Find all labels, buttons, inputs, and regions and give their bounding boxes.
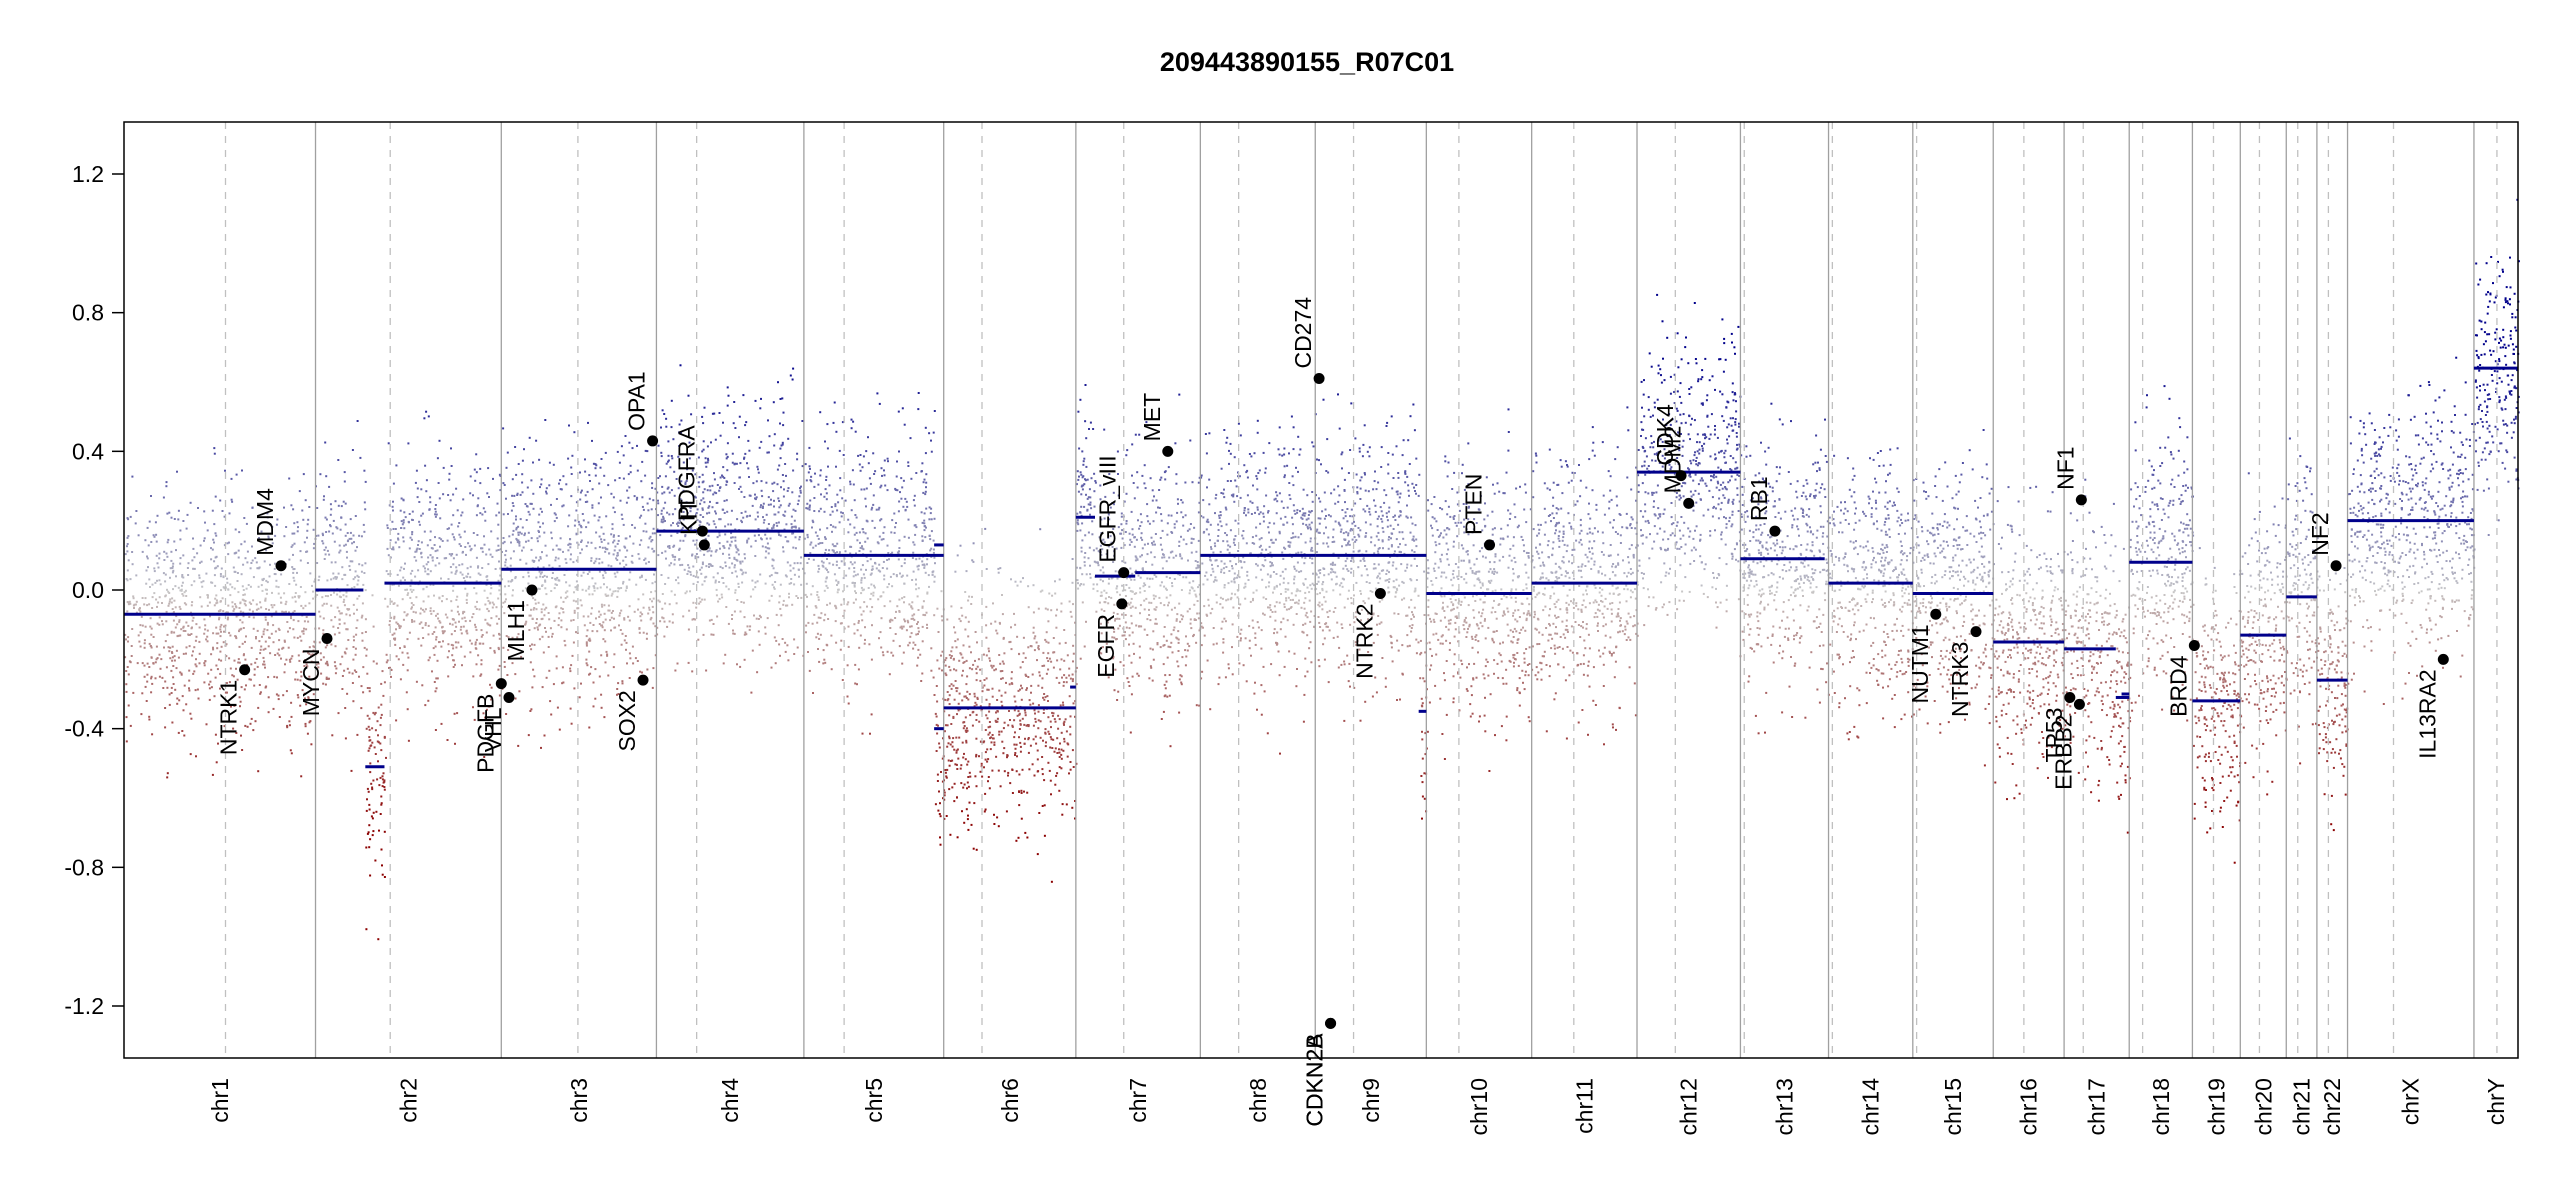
y-tick-label: 0.8 <box>72 300 104 326</box>
gene-point <box>1769 525 1781 537</box>
gene-point <box>1325 1017 1337 1029</box>
gene-label: TP53 <box>2041 707 2067 762</box>
gene-label: MLH1 <box>503 600 529 661</box>
x-tick-label: chrX <box>2398 1078 2424 1125</box>
gene-point <box>1970 626 1982 638</box>
gene-point <box>1930 608 1942 620</box>
gene-label: MDM2 <box>1660 426 1686 494</box>
gene-point <box>2437 653 2449 665</box>
gene-point <box>637 674 649 686</box>
gene-label: NUTM1 <box>1907 624 1933 703</box>
gene-point <box>2064 691 2076 703</box>
gene-label: CDK4 <box>1652 404 1678 466</box>
x-tick-label: chr15 <box>1940 1078 1966 1136</box>
y-tick-label: 0.4 <box>72 438 104 464</box>
gene-label: OPA1 <box>624 371 650 431</box>
gene-label: PDGFB <box>472 694 498 773</box>
gene-label: NF1 <box>2052 446 2078 489</box>
gene-label: EGFR <box>1093 614 1119 678</box>
gene-label: CDKN2B <box>1302 1033 1328 1126</box>
gene-point <box>1484 539 1496 551</box>
plot-frame <box>123 121 2519 1059</box>
y-axis: -1.2 -0.8 -0.4 0.0 0.4 0.8 1.2 <box>64 161 124 1019</box>
gene-label: NTRK2 <box>1351 603 1377 678</box>
segments <box>124 366 2518 769</box>
x-tick-label: chr16 <box>2016 1078 2042 1136</box>
x-tick-label: chr2 <box>395 1078 421 1123</box>
gene-label: BRD4 <box>2165 655 2191 717</box>
gene-label: CDKN2A <box>1302 1033 1328 1127</box>
gene-label: EGFR_vIII <box>1095 455 1121 562</box>
gene-label: PTEN <box>1461 474 1487 535</box>
gene-label: NF2 <box>2307 512 2333 555</box>
x-tick-label: chr6 <box>997 1078 1023 1123</box>
gene-point <box>2073 698 2085 710</box>
x-tick-label: chrY <box>2483 1078 2509 1125</box>
probe-points <box>124 198 2520 941</box>
gene-label: RB1 <box>1746 476 1772 521</box>
x-tick-label: chr5 <box>861 1078 887 1123</box>
x-tick-label: chr1 <box>207 1078 233 1123</box>
gene-point <box>2075 494 2087 506</box>
gene-label: IL13RA2 <box>2414 669 2440 759</box>
y-tick-label: -0.8 <box>64 854 104 880</box>
gene-point <box>239 664 251 676</box>
x-tick-label: chr17 <box>2084 1078 2110 1136</box>
chart-title: 209443890155_R07C01 <box>1160 47 1454 77</box>
x-tick-label: chr18 <box>2148 1078 2174 1136</box>
gene-label: NTRK1 <box>216 680 242 755</box>
gene-point <box>1313 373 1325 385</box>
x-tick-label: chr20 <box>2250 1078 2276 1136</box>
x-tick-label: chr3 <box>566 1078 592 1123</box>
x-tick-label: chr4 <box>717 1078 743 1123</box>
gene-label: NTRK3 <box>1947 642 1973 717</box>
gene-point <box>2188 639 2200 651</box>
gene-point <box>1118 567 1130 579</box>
gene-point <box>526 584 538 596</box>
gene-label: KIT <box>675 499 701 535</box>
x-tick-label: chr13 <box>1771 1078 1797 1136</box>
x-tick-label: chr21 <box>2289 1078 2315 1136</box>
x-tick-label: chr7 <box>1125 1078 1151 1123</box>
x-tick-label: chr11 <box>1571 1078 1597 1134</box>
gene-label: SOX2 <box>614 690 640 751</box>
x-tick-label: chr19 <box>2203 1078 2229 1136</box>
gene-point <box>1683 497 1695 509</box>
x-tick-label: chr14 <box>1858 1078 1884 1136</box>
gene-point <box>495 678 507 690</box>
gene-point <box>1374 587 1386 599</box>
gene-point <box>1675 470 1687 482</box>
gene-label: MDM4 <box>252 488 278 556</box>
gene-point <box>275 560 287 572</box>
gene-point <box>1162 445 1174 457</box>
gene-label: CD274 <box>1290 297 1316 369</box>
gene-point <box>647 435 659 447</box>
y-tick-label: 0.0 <box>72 577 104 603</box>
gene-point <box>503 691 515 703</box>
y-tick-label: 1.2 <box>72 161 104 187</box>
x-tick-label: chr10 <box>1466 1078 1492 1136</box>
x-tick-label: chr9 <box>1358 1078 1384 1123</box>
y-tick-label: -0.4 <box>64 716 104 742</box>
chromosome-boundaries <box>224 122 2498 1058</box>
x-tick-label: chr12 <box>1676 1078 1702 1136</box>
gene-label: ERBB2 <box>2050 714 2076 789</box>
gene-point <box>698 539 710 551</box>
gene-label: VHL <box>480 707 506 752</box>
gene-point <box>321 633 333 645</box>
x-tick-label: chr22 <box>2319 1078 2345 1136</box>
x-axis: chr1 chr2 chr3 chr4 chr5 chr6 chr7 chr8 chr9 chr1… <box>207 1078 2509 1136</box>
gene-point <box>2330 560 2342 572</box>
gene-point <box>1116 598 1128 610</box>
y-tick-label: -1.2 <box>64 993 104 1019</box>
gene-label: MYCN <box>298 649 324 717</box>
gene-point <box>696 525 708 537</box>
x-tick-label: chr8 <box>1245 1078 1271 1123</box>
gene-label: MET <box>1139 393 1165 442</box>
gene-label: PDGFRA <box>673 425 699 522</box>
